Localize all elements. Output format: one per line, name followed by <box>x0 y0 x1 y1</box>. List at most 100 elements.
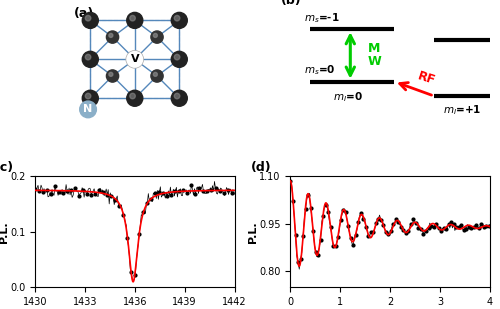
Circle shape <box>151 31 163 43</box>
Point <box>326 225 334 230</box>
Point <box>148 196 156 201</box>
Point <box>319 213 327 218</box>
Point <box>410 217 418 222</box>
Point <box>224 187 232 192</box>
Point <box>156 190 164 195</box>
Point <box>460 228 468 233</box>
Point <box>357 210 365 215</box>
Point <box>124 235 132 240</box>
Point <box>440 226 448 231</box>
Point <box>302 206 310 211</box>
Point <box>71 186 79 191</box>
Text: (c): (c) <box>0 161 14 174</box>
Point <box>47 191 55 196</box>
Point <box>349 242 357 247</box>
Text: V: V <box>130 54 139 64</box>
Point <box>192 192 200 197</box>
Point <box>437 229 445 234</box>
Point <box>309 229 317 234</box>
Y-axis label: P.L.: P.L. <box>0 221 8 243</box>
Circle shape <box>130 93 136 99</box>
Point <box>336 217 344 222</box>
Point <box>99 190 107 195</box>
Point <box>200 189 207 194</box>
Circle shape <box>174 93 180 99</box>
Text: RF: RF <box>416 69 437 87</box>
Point <box>292 233 300 238</box>
Point <box>417 227 425 232</box>
Point <box>444 221 452 226</box>
Point <box>434 226 442 231</box>
Point <box>95 188 103 193</box>
Point <box>420 232 428 237</box>
Text: $m_I$=0: $m_I$=0 <box>334 91 364 104</box>
Circle shape <box>86 15 91 21</box>
Point <box>59 190 67 195</box>
Text: M
W: M W <box>368 42 381 68</box>
Point <box>380 222 388 227</box>
Point <box>454 225 462 230</box>
Point <box>404 229 412 234</box>
Point <box>400 228 407 233</box>
Point <box>462 226 470 231</box>
Text: $m_s$=0: $m_s$=0 <box>304 63 336 77</box>
Point <box>370 230 378 235</box>
Point <box>482 223 490 228</box>
Circle shape <box>174 54 180 60</box>
Point <box>316 238 324 243</box>
Text: (d): (d) <box>250 161 271 174</box>
Point <box>180 187 188 192</box>
Point <box>457 223 465 228</box>
Point <box>299 234 307 239</box>
Point <box>304 193 312 197</box>
Point <box>450 222 458 227</box>
Point <box>212 186 220 191</box>
Point <box>160 191 168 196</box>
Point <box>140 209 147 214</box>
Point <box>367 230 375 235</box>
Circle shape <box>80 101 96 118</box>
Text: $m_s$=-1: $m_s$=-1 <box>304 11 340 25</box>
Point <box>306 205 314 210</box>
Point <box>43 187 51 192</box>
Point <box>39 189 47 194</box>
Point <box>63 188 71 193</box>
Point <box>119 213 127 218</box>
Point <box>339 208 347 213</box>
Circle shape <box>109 33 113 37</box>
Circle shape <box>126 50 144 68</box>
Point <box>397 224 405 229</box>
Text: (a): (a) <box>74 7 94 20</box>
Point <box>208 188 216 193</box>
Point <box>220 191 228 196</box>
Circle shape <box>151 70 163 82</box>
Point <box>115 204 123 209</box>
Point <box>286 178 294 183</box>
Point <box>35 189 43 194</box>
Point <box>390 222 398 226</box>
Text: N: N <box>84 104 92 114</box>
Text: $m_I$=+1: $m_I$=+1 <box>443 103 482 116</box>
Point <box>216 189 224 194</box>
Point <box>346 236 354 241</box>
Point <box>354 219 362 224</box>
Point <box>384 232 392 237</box>
Point <box>31 186 39 191</box>
Circle shape <box>86 54 91 60</box>
Point <box>452 225 460 230</box>
Point <box>442 227 450 232</box>
Point <box>430 225 438 230</box>
Point <box>136 231 143 236</box>
Point <box>51 183 59 188</box>
Point <box>289 198 297 203</box>
Circle shape <box>109 72 113 76</box>
Point <box>372 221 380 226</box>
Point <box>55 190 63 195</box>
Point <box>344 224 352 229</box>
Point <box>392 217 400 222</box>
Point <box>144 201 152 205</box>
Point <box>352 232 360 237</box>
Point <box>294 260 302 265</box>
Point <box>188 182 196 187</box>
Circle shape <box>154 33 158 37</box>
